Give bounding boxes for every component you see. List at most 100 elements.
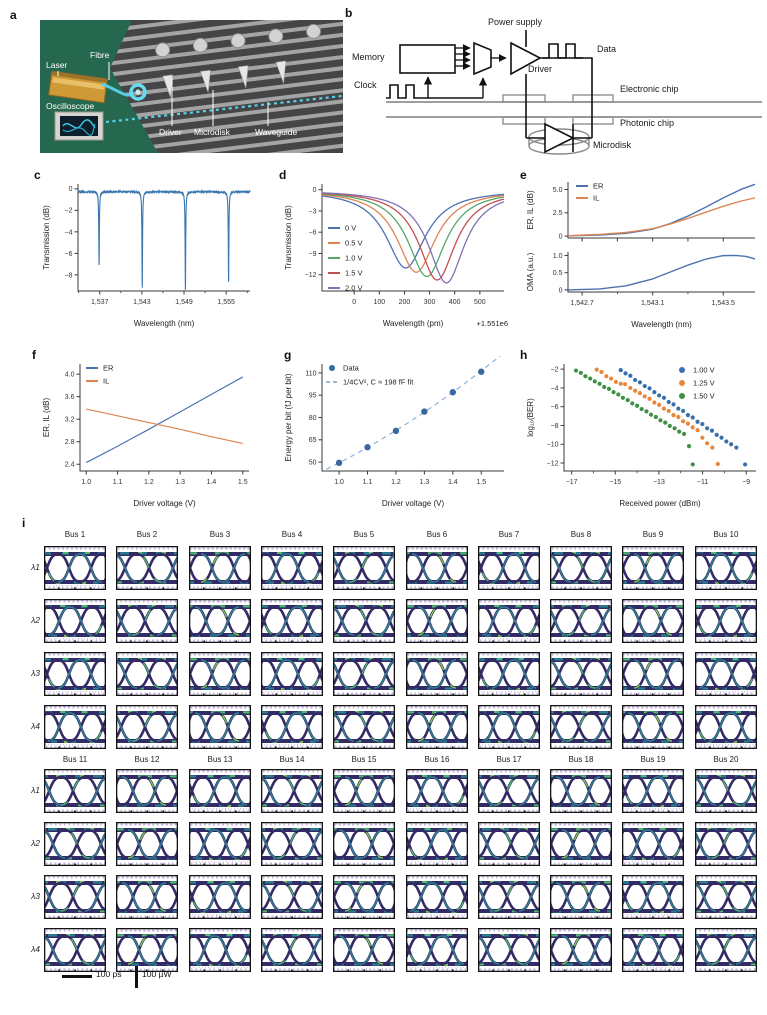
bus-column-label: Bus 14 bbox=[279, 755, 305, 764]
svg-text:1,549: 1,549 bbox=[175, 299, 193, 306]
chart-g-energy-per-bit: 1.0 1.1 1.2 1.3 1.4 1.5 50 65 80 95 110 Driver volt… bbox=[284, 356, 504, 508]
svg-text:0.5 V: 0.5 V bbox=[345, 239, 363, 248]
bus-column-label: Bus 12 bbox=[134, 755, 160, 764]
time-scale-label: 100 ps bbox=[96, 969, 122, 979]
svg-text:2.4: 2.4 bbox=[65, 462, 75, 469]
ticks: 1.0 1.1 1.2 1.3 1.4 1.5 50 65 80 95 110 bbox=[305, 370, 486, 486]
svg-text:200: 200 bbox=[399, 299, 411, 306]
eye-diagram-bus19-lambda2 bbox=[622, 822, 684, 866]
eye-diagram-bus12-lambda4 bbox=[116, 928, 178, 972]
eye-diagram-bus5-lambda3 bbox=[333, 652, 395, 696]
eye-diagram-bus10-lambda4 bbox=[695, 705, 757, 749]
eye-diagram-bus19-lambda1 bbox=[622, 769, 684, 813]
eye-diagram-bus10-lambda3 bbox=[695, 652, 757, 696]
eye-diagram-bus6-lambda2 bbox=[406, 599, 468, 643]
svg-text:ER: ER bbox=[103, 364, 114, 373]
label-memory: Memory bbox=[352, 52, 385, 62]
lambda-row-label: λ4 bbox=[31, 944, 40, 954]
svg-text:1.5 V: 1.5 V bbox=[345, 269, 363, 278]
legend: ER IL bbox=[576, 182, 604, 203]
svg-text:1.1: 1.1 bbox=[363, 479, 373, 486]
eye-diagram-bus11-lambda3 bbox=[44, 875, 106, 919]
lambda-row-label: λ4 bbox=[31, 721, 40, 731]
svg-text:−4: −4 bbox=[65, 229, 73, 236]
eye-diagram-bus7-lambda3 bbox=[478, 652, 540, 696]
svg-text:1,543: 1,543 bbox=[133, 299, 151, 306]
svg-text:−2: −2 bbox=[551, 367, 559, 374]
eye-diagram-bus4-lambda1 bbox=[261, 546, 323, 590]
bus-column-label: Bus 1 bbox=[64, 530, 86, 539]
svg-text:1.2: 1.2 bbox=[391, 479, 401, 486]
svg-text:1.0: 1.0 bbox=[553, 253, 563, 260]
bus-column-label: Bus 19 bbox=[640, 755, 666, 764]
label-microdisk: Microdisk bbox=[194, 127, 230, 137]
eye-diagram-bus9-lambda4 bbox=[622, 705, 684, 749]
lambda-row-label: λ1 bbox=[31, 785, 40, 795]
label-microdisk-b: Microdisk bbox=[593, 140, 632, 150]
ticks: 1,542.7 1,543.1 1,543.5 0 0.5 1.0 bbox=[553, 253, 735, 307]
chart-c-transmission-spectrum: 1,537 1,543 1,549 1,555 0 −2 −4 −6 −8 Wavelength … bbox=[42, 184, 251, 328]
svg-text:1,537: 1,537 bbox=[91, 299, 109, 306]
eye-diagram-bus3-lambda4 bbox=[189, 705, 251, 749]
bus-column-label: Bus 18 bbox=[568, 755, 594, 764]
eye-diagram-bus3-lambda2 bbox=[189, 599, 251, 643]
series-Data bbox=[335, 368, 485, 467]
eye-diagram-bus13-lambda1 bbox=[189, 769, 251, 813]
eye-diagram-bus2-lambda2 bbox=[116, 599, 178, 643]
eye-diagram-bus3-lambda3 bbox=[189, 652, 251, 696]
eye-diagram-bus15-lambda2 bbox=[333, 822, 395, 866]
legend: Data 1/4CV², C ≈ 198 fF fit bbox=[326, 364, 414, 387]
series-1.25 V bbox=[594, 367, 720, 467]
y-axis-label: ER, IL (dB) bbox=[42, 398, 51, 438]
lambda-row-label: λ2 bbox=[31, 838, 40, 848]
lambda-row-label: λ1 bbox=[31, 562, 40, 572]
ticks: 0 100 200 300 400 500 0 −3 −6 −9 −12 bbox=[305, 187, 486, 306]
series-1.00 V bbox=[618, 368, 748, 467]
series-OMA bbox=[567, 254, 756, 291]
chart-d-resonance-shift: 0 100 200 300 400 500 0 −3 −6 −9 −12 Wavelength (pm… bbox=[284, 184, 508, 328]
series-transmission-spectrum bbox=[77, 189, 251, 290]
eye-diagram-bus8-lambda2 bbox=[550, 599, 612, 643]
y-axis-label: Transmission (dB) bbox=[42, 205, 51, 270]
svg-text:1/4CV², C ≈ 198 fF fit: 1/4CV², C ≈ 198 fF fit bbox=[343, 378, 414, 387]
ticks: 0 2.5 5.0 bbox=[553, 187, 724, 242]
svg-text:−8: −8 bbox=[65, 272, 73, 279]
eye-diagram-bus1-lambda4 bbox=[44, 705, 106, 749]
eye-diagram-bus16-lambda3 bbox=[406, 875, 468, 919]
eye-diagram-bus6-lambda3 bbox=[406, 652, 468, 696]
chart-h-ber: −17 −15 −13 −11 −9 −2 −4 −6 −8 −10 −12 Received pow… bbox=[526, 364, 756, 508]
panel-label-b: b bbox=[345, 6, 353, 20]
svg-text:3.6: 3.6 bbox=[65, 394, 75, 401]
svg-text:80: 80 bbox=[309, 415, 317, 422]
svg-text:0: 0 bbox=[559, 287, 563, 294]
eye-diagram-bus18-lambda4 bbox=[550, 928, 612, 972]
series-ER bbox=[567, 183, 756, 237]
svg-text:1.2: 1.2 bbox=[144, 479, 154, 486]
svg-text:−6: −6 bbox=[65, 251, 73, 258]
lambda-row-label: λ3 bbox=[31, 891, 40, 901]
svg-text:1.3: 1.3 bbox=[420, 479, 430, 486]
series-1.5 V bbox=[321, 192, 505, 281]
eye-diagram-bus17-lambda4 bbox=[478, 928, 540, 972]
svg-text:1,555: 1,555 bbox=[217, 299, 235, 306]
eye-diagram-bus15-lambda1 bbox=[333, 769, 395, 813]
series-1.50 V bbox=[573, 368, 695, 467]
eye-diagram-bus4-lambda3 bbox=[261, 652, 323, 696]
bus-column-label: Bus 13 bbox=[207, 755, 233, 764]
svg-text:−3: −3 bbox=[309, 208, 317, 215]
bus-column-label: Bus 2 bbox=[136, 530, 158, 539]
panel-label-g: g bbox=[284, 348, 292, 362]
svg-text:−9: −9 bbox=[309, 251, 317, 258]
eye-diagram-bus6-lambda1 bbox=[406, 546, 468, 590]
panel-label-a: a bbox=[10, 8, 17, 22]
y-axis-label: Energy per bit (fJ per bit) bbox=[284, 373, 293, 461]
eye-diagram-bus1-lambda3 bbox=[44, 652, 106, 696]
eye-diagram-bus13-lambda4 bbox=[189, 928, 251, 972]
svg-text:1.0: 1.0 bbox=[81, 479, 91, 486]
axes bbox=[321, 364, 504, 472]
driver-block-diagram bbox=[386, 30, 762, 155]
eye-diagram-bus20-lambda3 bbox=[695, 875, 757, 919]
eye-diagram-bus14-lambda2 bbox=[261, 822, 323, 866]
svg-text:2.8: 2.8 bbox=[65, 439, 75, 446]
